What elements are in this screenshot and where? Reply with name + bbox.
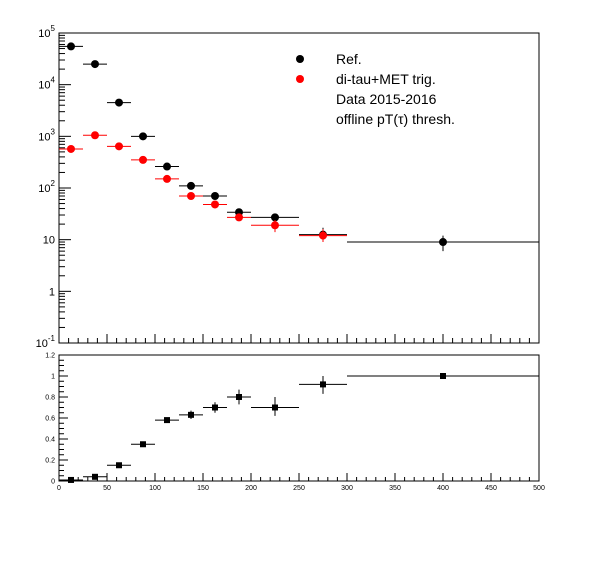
y-tick-label: 0.4 [45,437,55,444]
y-tick-exponent: 3 [51,127,56,136]
black-data-point [115,98,123,107]
y-tick-base: 1 [49,286,55,298]
y-tick-label: 0.8 [45,395,55,402]
y-tick-label: 1.2 [45,353,55,360]
x-tick-label: 400 [437,485,449,492]
bottom-panel: 0 0.2 0.4 0.6 0.8 1 1.2 0 50 100 150 200 250 300 350 4… [45,353,545,493]
red-data-point [91,131,99,140]
y-tick-exponent: 2 [51,179,56,188]
y-tick-exponent: 5 [51,24,56,33]
ratio-data-point [320,381,326,388]
ratio-data-point [236,394,242,400]
top-series-group [59,42,539,252]
ratio-data-point [92,473,98,480]
y-tick-label: 0.6 [45,416,55,423]
ratio-data-point [188,411,194,418]
legend-label: offline pT(τ) thresh. [336,111,455,127]
top-x-axis [58,334,540,343]
y-tick-label: 1 [51,374,55,381]
y-tick-base: 10 [38,28,50,40]
red-data-point [271,221,279,230]
y-tick-base: 10 [38,80,50,92]
y-tick-base: 10 [36,338,48,350]
y-tick-base: 10 [38,183,50,195]
ratio-data-point [116,462,122,469]
y-tick-label: 104 [38,76,55,92]
bottom-y-axis: 0 0.2 0.4 0.6 0.8 1 1.2 [45,353,68,486]
x-tick-label: 250 [293,485,305,492]
y-tick-label: 10-1 [36,334,56,350]
x-tick-label: 350 [389,485,401,492]
red-data-point [115,142,123,151]
legend-label: di-tau+MET trig. [336,71,436,87]
x-tick-label: 500 [533,485,545,492]
ratio-data-point [68,476,74,483]
x-tick-label: 150 [197,485,209,492]
y-tick-exponent: -1 [48,334,56,343]
y-tick-base: 10 [43,235,55,247]
x-tick-label: 0 [57,485,61,492]
ratio-data-point [140,441,146,448]
legend-label: Ref. [336,51,362,67]
y-tick-exponent: 4 [51,76,56,85]
y-tick-label: 10 [43,235,55,247]
black-data-point [187,181,195,190]
black-data-point [91,60,99,69]
y-tick-label: 103 [38,127,55,143]
x-tick-label: 450 [485,485,497,492]
y-tick-label: 102 [38,179,55,195]
y-tick-label: 1 [49,286,55,298]
black-data-point [211,192,219,201]
red-data-point [187,192,195,201]
y-tick-label: 0.2 [45,458,55,465]
red-data-point [139,155,147,164]
red-data-point [67,144,75,153]
black-data-point [163,162,171,171]
ratio-data-point [272,404,278,411]
legend-label: Data 2015-2016 [336,91,437,107]
x-tick-label: 50 [103,485,111,492]
black-data-point [67,42,75,51]
red-data-point [163,174,171,183]
legend-marker [296,75,304,83]
y-tick-base: 10 [38,131,50,143]
ratio-data-point [440,373,446,379]
x-tick-label: 100 [149,485,161,492]
y-tick-label: 0 [51,479,55,486]
ratio-data-point [164,417,170,424]
x-tick-label: 200 [245,485,257,492]
x-tick-label: 300 [341,485,353,492]
y-tick-label: 105 [38,24,55,40]
bottom-series-group [59,373,539,483]
legend: Ref. di-tau+MET trig. Data 2015-2016 offlin… [296,51,455,127]
red-data-point [235,213,243,222]
bottom-x-axis: 0 50 100 150 200 250 300 350 400 450 500 [57,473,545,492]
red-data-point [319,231,327,240]
red-data-point [211,200,219,209]
black-data-point [439,238,447,247]
black-data-point [139,132,147,141]
bottom-plot-frame [58,354,540,482]
ratio-data-point [212,404,218,411]
legend-marker [296,55,304,63]
black-data-point [271,213,279,222]
